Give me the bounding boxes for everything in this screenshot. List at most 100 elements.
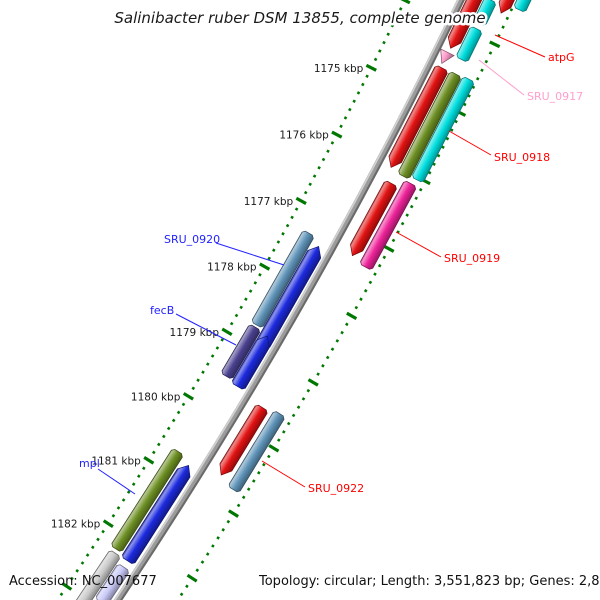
- tick-label-1176: 1176 kbp: [279, 130, 329, 142]
- gene-label-SRU_0917[interactable]: SRU_0917: [527, 90, 583, 103]
- minor-tick: [234, 313, 239, 318]
- major-tick: [331, 130, 343, 139]
- gene-arrow-SRU_0920-steel[interactable]: [251, 230, 314, 328]
- minor-tick: [210, 354, 215, 358]
- gene-top-red-outer[interactable]: [495, 0, 533, 16]
- minor-tick: [253, 281, 258, 285]
- genome-backbone: [113, 0, 465, 600]
- minor-tick: [352, 99, 356, 103]
- tick-label-1182: 1182 kbp: [51, 519, 101, 531]
- minor-tick: [229, 321, 234, 326]
- minor-tick: [343, 116, 348, 120]
- gene-SRU_0919-red[interactable]: [346, 180, 397, 259]
- gene-arrow-SRU_0919-magenta[interactable]: [359, 180, 417, 270]
- gene-SRU_0918-olive[interactable]: [398, 71, 462, 179]
- minor-tick: [205, 552, 210, 556]
- gene-arrow-SRU_0919-red[interactable]: [346, 180, 397, 259]
- gene-arrow-SRU_0922-red[interactable]: [215, 404, 268, 479]
- minor-tick: [325, 355, 330, 360]
- minor-tick: [308, 182, 312, 187]
- gene-arrow-SRU_0918-olive[interactable]: [398, 71, 462, 179]
- label-line-SRU_0919: [395, 231, 442, 258]
- gene-label-fecB[interactable]: fecB: [150, 304, 174, 317]
- gene-arrow-fecB[interactable]: [221, 324, 261, 380]
- major-tick: [365, 63, 377, 72]
- minor-tick: [121, 498, 126, 502]
- gene-arrow-mpl-olive[interactable]: [111, 448, 184, 552]
- minor-tick: [281, 232, 285, 236]
- major-tick: [489, 40, 501, 49]
- minor-tick: [181, 402, 186, 407]
- gene-arrow-atpG-upstream[interactable]: [474, 0, 497, 26]
- gene-periwinkle[interactable]: [95, 563, 130, 600]
- minor-tick: [356, 91, 361, 95]
- gene-fecB-blue[interactable]: [231, 332, 274, 390]
- gene-arrow-SRU_0917[interactable]: [435, 48, 455, 67]
- gene-arrow-silver[interactable]: [67, 550, 121, 600]
- gene-label-SRU_0922[interactable]: SRU_0922: [308, 482, 364, 495]
- gene-mpl-olive[interactable]: [111, 448, 184, 552]
- minor-tick: [335, 339, 340, 343]
- label-line-mpl: [97, 468, 136, 495]
- major-tick: [383, 244, 395, 253]
- gene-atpG[interactable]: [456, 26, 483, 62]
- minor-tick: [252, 479, 256, 483]
- minor-tick: [267, 256, 271, 261]
- gene-SRU_0922-steel[interactable]: [228, 410, 285, 493]
- minor-tick: [475, 77, 480, 81]
- gene-arrow-fecB-blue[interactable]: [231, 332, 274, 390]
- gene-arrow-periwinkle[interactable]: [95, 563, 130, 600]
- minor-tick: [394, 15, 399, 20]
- gene-SRU_0918-cyan[interactable]: [411, 76, 474, 183]
- minor-tick: [179, 592, 184, 597]
- major-tick: [182, 392, 194, 401]
- minor-tick: [171, 418, 176, 423]
- major-tick: [102, 519, 114, 529]
- gene-SRU_0920-steel[interactable]: [251, 230, 314, 328]
- minor-tick: [162, 434, 166, 439]
- gene-SRU_0922-red[interactable]: [215, 404, 268, 479]
- gene-silver[interactable]: [67, 550, 121, 600]
- gene-mpl-blue[interactable]: [121, 461, 195, 564]
- gene-arrow-top-red[interactable]: [444, 0, 490, 51]
- gene-arrow-SRU_0918-red[interactable]: [385, 65, 449, 171]
- minor-tick: [200, 560, 205, 564]
- gene-atpG-upstream[interactable]: [474, 0, 497, 26]
- minor-tick: [282, 430, 286, 434]
- minor-tick: [339, 124, 343, 129]
- gene-arrow-atpG[interactable]: [456, 26, 483, 62]
- gene-SRU_0917[interactable]: [435, 48, 455, 67]
- gene-arrow-mpl-blue[interactable]: [121, 461, 195, 564]
- gene-label-SRU_0918[interactable]: SRU_0918: [494, 151, 550, 164]
- minor-tick: [286, 421, 291, 426]
- minor-tick: [248, 289, 253, 293]
- minor-tick: [400, 221, 405, 226]
- major-tick: [307, 378, 319, 387]
- minor-tick: [365, 74, 369, 78]
- label-line-SRU_0917: [478, 59, 525, 96]
- minor-tick: [90, 545, 95, 550]
- minor-tick: [166, 426, 171, 431]
- major-tick: [259, 262, 271, 271]
- minor-tick: [414, 196, 418, 200]
- gene-SRU_0918-red[interactable]: [385, 65, 449, 171]
- tick-label-1177: 1177 kbp: [244, 196, 294, 208]
- gene-label-SRU_0919[interactable]: SRU_0919: [444, 252, 500, 265]
- gene-label-mpl[interactable]: mpl: [79, 457, 100, 470]
- gene-top-red[interactable]: [444, 0, 490, 51]
- minor-tick: [330, 141, 335, 145]
- minor-tick: [321, 157, 326, 162]
- minor-tick: [361, 82, 365, 87]
- gene-SRU_0919-magenta[interactable]: [359, 180, 417, 270]
- gene-arrow-top-cyan-outer[interactable]: [513, 0, 550, 13]
- gene-arrow-top-red-outer[interactable]: [495, 0, 533, 16]
- gene-fecB[interactable]: [221, 324, 261, 380]
- gene-arrow-SRU_0918-cyan[interactable]: [411, 76, 474, 183]
- gene-arrow-SRU_0922-steel[interactable]: [228, 410, 285, 493]
- gene-label-SRU_0920[interactable]: SRU_0920: [164, 233, 220, 246]
- minor-tick: [201, 370, 205, 374]
- gene-label-atpG[interactable]: atpG: [548, 51, 575, 64]
- gene-top-cyan-outer[interactable]: [513, 0, 550, 13]
- major-tick: [186, 573, 198, 583]
- minor-tick: [306, 388, 311, 393]
